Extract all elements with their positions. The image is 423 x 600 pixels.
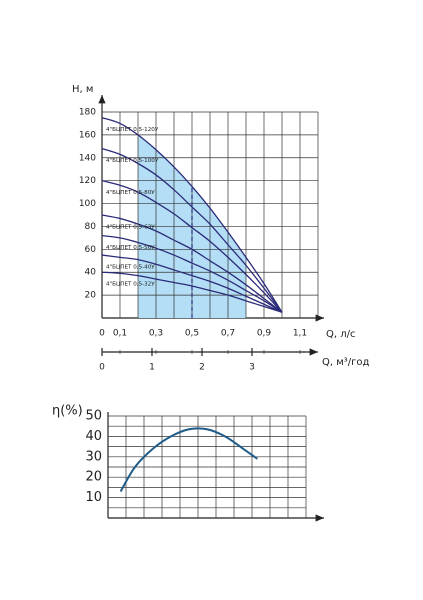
series-line (101, 234, 283, 313)
series-label: 4"БЦПЕТ 0,5-63У (106, 225, 155, 231)
y-tick-label: 40 (85, 268, 97, 278)
series-label: 4"БЦПЕТ 0,5-100У (106, 158, 159, 164)
series-line (101, 180, 283, 313)
series-line (101, 214, 283, 313)
series-label: 4"БЦПЕТ 0,5-40У (106, 265, 155, 271)
efficiency-chart: η(%) 10 20 30 40 50 (52, 404, 324, 522)
x2-tick-label: 0 (99, 363, 105, 373)
x-tick-label: 0,7 (221, 329, 235, 339)
x2-tick-label: 2 (199, 363, 205, 373)
x-tick-label: 0,5 (185, 329, 199, 339)
series-line (101, 254, 283, 313)
y-tick-label: 180 (79, 108, 96, 118)
y-tick-label: 100 (79, 199, 96, 209)
x-tick-label: 0,3 (149, 329, 163, 339)
x2-tick-label: 1 (149, 363, 155, 373)
series-line (101, 271, 283, 313)
series-label: 4"БЦПЕТ 0,5-120У (106, 127, 159, 133)
y-tick-label: 160 (79, 130, 96, 140)
y-tick-label: 50 (85, 409, 102, 424)
series-line (101, 117, 283, 313)
x-axis-label: Q, л/с (326, 329, 356, 340)
x-tick-label: 1,1 (293, 329, 307, 339)
series-label: 4"БЦПЕТ 0,5-50У (106, 245, 155, 251)
x-tick-label: 0 (99, 329, 105, 339)
y-tick-label: 40 (85, 429, 102, 444)
series-label: 4"БЦПЕТ 0,5-32У (106, 282, 155, 288)
x2-axis-label: Q, м³/год (322, 357, 370, 368)
y-tick-label: 120 (79, 176, 96, 186)
y-tick-label: 10 (85, 490, 102, 505)
x-tick-label: 0,9 (257, 329, 272, 339)
y-tick-label: 20 (85, 470, 102, 485)
series-line (119, 427, 258, 492)
y-tick-label: 20 (85, 291, 97, 301)
y-tick-label: 60 (85, 245, 97, 255)
x2-tick-label: 3 (249, 363, 255, 373)
y-tick-label: 80 (85, 222, 97, 232)
x-tick-label: 0,1 (113, 329, 127, 339)
series-label: 4"БЦПЕТ 0,5-80У (106, 190, 155, 196)
pump-head-chart: H, м Q, л/с Q, м³/год 204060801001201401… (72, 84, 370, 373)
y-axis-label: η(%) (52, 404, 83, 419)
y-tick-label: 140 (79, 153, 96, 163)
y-tick-label: 30 (85, 449, 102, 464)
series-line (101, 148, 283, 313)
y-axis-label: H, м (72, 84, 93, 95)
